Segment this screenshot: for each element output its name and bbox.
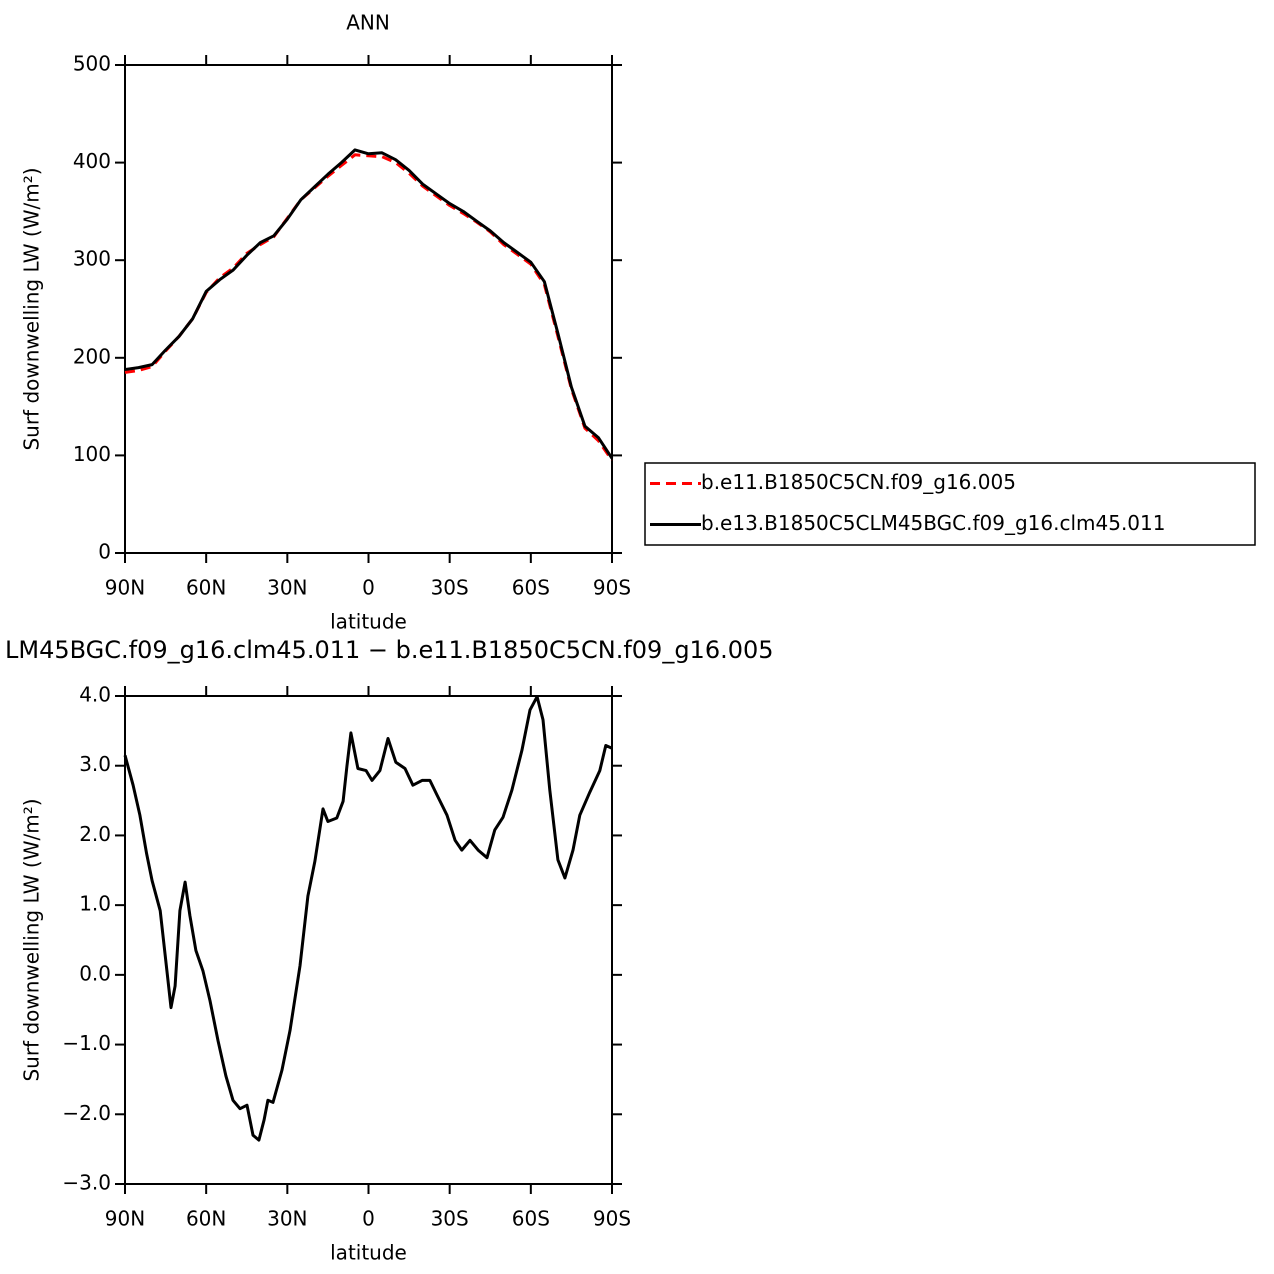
x-tick-label: 60S [512, 576, 550, 600]
x-tick-label: 30N [267, 1207, 307, 1231]
data-line [123, 695, 613, 1142]
x-tick-label: 60N [186, 576, 226, 600]
y-tick-label: 300 [73, 247, 111, 271]
y-tick-label: 200 [73, 344, 111, 368]
x-tick-label: 0 [362, 1207, 375, 1231]
x-tick-label: 90N [105, 1207, 145, 1231]
x-tick-label: 90S [593, 1207, 631, 1231]
x-tick-label: 30S [431, 1207, 469, 1231]
y-tick-label: 100 [73, 442, 111, 466]
y-tick-label: 1.0 [79, 892, 111, 916]
data-line [124, 148, 614, 460]
legend-frame [644, 462, 1256, 546]
legend-label: b.e13.B1850C5CLM45BGC.f09_g16.clm45.011 [701, 511, 1165, 535]
x-tick-label: 90S [593, 576, 631, 600]
y-tick-label: −1.0 [62, 1031, 111, 1055]
legend-label: b.e11.B1850C5CN.f09_g16.005 [701, 470, 1016, 494]
y-tick-label: 4.0 [79, 683, 111, 707]
x-tick-label: 30N [267, 576, 307, 600]
y-tick-label: 400 [73, 149, 111, 173]
y-tick-label: 3.0 [79, 752, 111, 776]
y-axis-label: Surf downwelling LW (W/m²) [20, 167, 44, 450]
chart-title: ANN [346, 11, 390, 35]
x-tick-label: 60N [186, 1207, 226, 1231]
y-tick-label: 0 [98, 540, 111, 564]
y-axis-label: Surf downwelling LW (W/m²) [20, 798, 44, 1081]
y-tick-label: −2.0 [62, 1101, 111, 1125]
y-tick-label: −3.0 [62, 1171, 111, 1195]
x-tick-label: 90N [105, 576, 145, 600]
plot-frame [124, 695, 613, 1185]
y-tick-label: 500 [73, 52, 111, 76]
x-axis-label: latitude [330, 610, 407, 634]
chart-title: LM45BGC.f09_g16.clm45.011 − b.e11.B1850C… [5, 636, 774, 664]
x-tick-label: 30S [431, 576, 469, 600]
x-tick-label: 0 [362, 576, 375, 600]
x-tick-label: 60S [512, 1207, 550, 1231]
y-tick-label: 2.0 [79, 822, 111, 846]
x-axis-label: latitude [330, 1241, 407, 1265]
y-tick-label: 0.0 [79, 961, 111, 985]
